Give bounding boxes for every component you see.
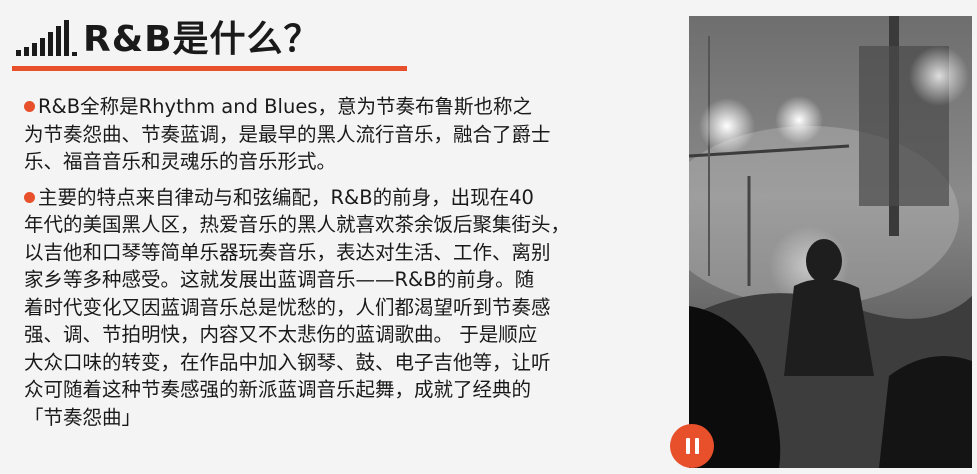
text-line: 年代的美国黑人区，热爱音乐的黑人就喜欢茶余饭后聚集街头，	[24, 213, 571, 236]
pause-button[interactable]	[670, 424, 714, 468]
bullet-icon	[24, 191, 35, 203]
text-line: 主要的特点来自律动与和弦编配，R&B的前身，出现在40	[38, 185, 534, 209]
equalizer-bars-icon	[16, 20, 77, 56]
content-body: R&B全称是Rhythm and Blues，意为节奏布鲁斯也称之 为节奏怨曲、…	[24, 93, 672, 439]
text-line: 众可随着这种节奏感强的新派蓝调音乐起舞，成就了经典的	[24, 378, 532, 401]
text-line: 乐、福音音乐和灵魂乐的音乐形式。	[24, 150, 337, 173]
text-line: R&B全称是Rhythm and Blues，意为节奏布鲁斯也称之	[38, 95, 532, 118]
text-line: 家乡等多种感受。这就发展出蓝调音乐——R&B的前身。随	[24, 268, 535, 291]
text-line: 着时代变化又因蓝调音乐总是忧愁的，人们都渴望听到节奏感	[24, 295, 551, 319]
slide-header: R&B是什么？	[16, 14, 321, 64]
text-line: 为节奏怨曲、节奏蓝调，是最早的黑人流行音乐，融合了爵士	[24, 122, 551, 146]
paragraph-history: 主要的特点来自律动与和弦编配，R&B的前身，出现在40 年代的美国黑人区，热爱音…	[24, 184, 672, 432]
paragraph-definition: R&B全称是Rhythm and Blues，意为节奏布鲁斯也称之 为节奏怨曲、…	[24, 93, 672, 176]
text-line: 「节奏怨曲」	[24, 405, 142, 429]
pause-icon	[694, 438, 699, 454]
bullet-icon	[24, 101, 35, 112]
text-line: 大众口味的转变，在作品中加入钢琴、鼓、电子吉他等，让听	[24, 350, 551, 374]
concert-silhouette-photo	[689, 16, 972, 468]
page-title: R&B是什么？	[83, 19, 321, 60]
text-line: 以吉他和口琴等简单乐器玩奏音乐，表达对生活、工作、离别	[24, 240, 551, 264]
title-underline	[12, 66, 407, 71]
pause-icon	[685, 438, 690, 454]
text-line: 强、调、节拍明快，内容又不太悲伤的蓝调歌曲。 于是顺应	[24, 323, 538, 346]
